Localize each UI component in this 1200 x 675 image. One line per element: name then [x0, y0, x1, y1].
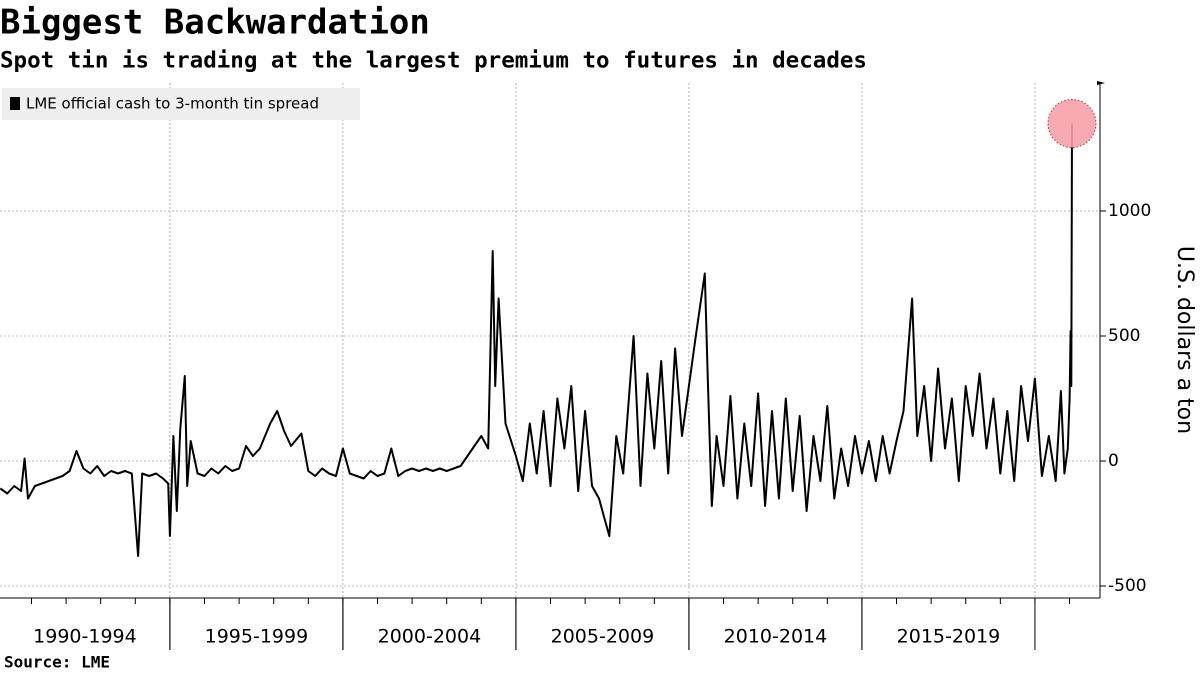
y-axis-arrow [1097, 81, 1105, 85]
legend-label: LME official cash to 3-month tin spread [26, 95, 319, 113]
y-tick-label: 1000 [1108, 201, 1151, 221]
y-axis-label: U.S. dollars a ton [1172, 246, 1197, 434]
y-tick-label: 0 [1108, 451, 1119, 471]
chart-title: Biggest Backwardation [0, 3, 430, 43]
legend-box [2, 88, 360, 120]
source: Source: LME [4, 653, 110, 672]
x-tick-label: 2015-2019 [897, 626, 1001, 648]
y-tick-label: -500 [1108, 576, 1147, 596]
x-tick-label: 1995-1999 [205, 626, 309, 648]
legend-swatch [10, 97, 20, 110]
legend: LME official cash to 3-month tin spread [2, 88, 360, 120]
chart-subtitle: Spot tin is trading at the largest premi… [0, 48, 867, 74]
y-tick-label: 500 [1108, 326, 1140, 346]
x-tick-label: 2005-2009 [551, 626, 655, 648]
highlight-circle [1047, 99, 1097, 148]
x-tick-label: 2010-2014 [724, 626, 828, 648]
x-tick-label: 2000-2004 [378, 626, 482, 648]
x-tick-label: 1990-1994 [33, 626, 137, 648]
line-series [0, 123, 1073, 557]
